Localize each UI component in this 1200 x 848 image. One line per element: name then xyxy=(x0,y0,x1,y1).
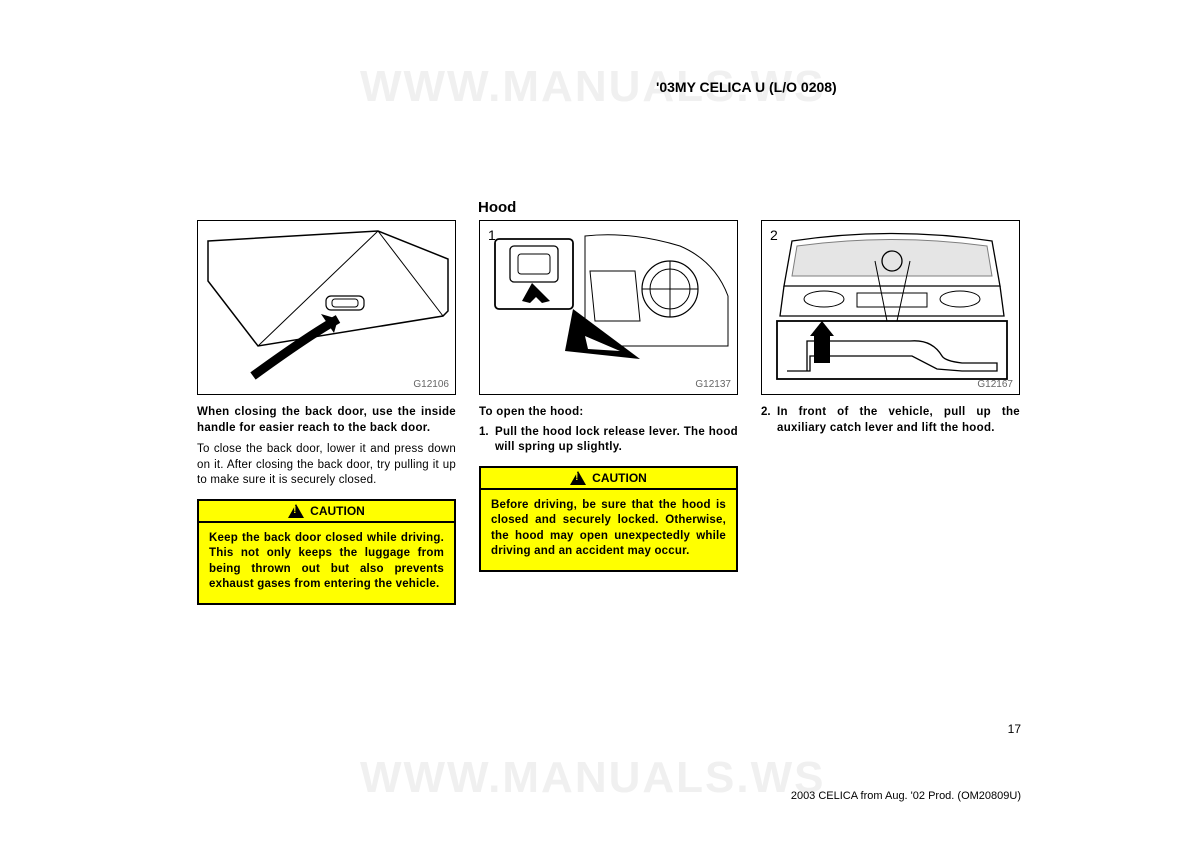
col1-bold: When closing the back door, use the insi… xyxy=(197,405,456,436)
column-2: 1 G12137 To open the hood: 1. Pull the h… xyxy=(479,220,738,605)
column-3: 2 G12167 2. In front of the vehicle, pul… xyxy=(761,220,1020,605)
hood-catch-svg xyxy=(762,221,1021,396)
caution-label-1: CAUTION xyxy=(310,504,365,518)
diagram-hood-lever: 1 G12137 xyxy=(479,220,738,395)
col3-step-num: 2. xyxy=(761,405,777,436)
diagram-hood-catch: 2 G12167 xyxy=(761,220,1020,395)
caution-text-2: Before driving, be sure that the hood is… xyxy=(481,490,736,570)
warning-triangle-icon xyxy=(570,471,586,485)
watermark-bottom: WWW.MANUALS.WS xyxy=(360,753,825,803)
col2-step-text: Pull the hood lock release lever. The ho… xyxy=(495,425,738,456)
caution-label-2: CAUTION xyxy=(592,471,647,485)
diagram-code-3: G12167 xyxy=(977,379,1013,390)
back-door-svg xyxy=(198,221,457,396)
caution-text-1: Keep the back door closed while driving.… xyxy=(199,523,454,603)
diagram-code-2: G12137 xyxy=(695,379,731,390)
diagram-back-door: G12106 xyxy=(197,220,456,395)
col3-step: 2. In front of the vehicle, pull up the … xyxy=(761,405,1020,436)
diagram-num-2: 1 xyxy=(488,227,496,243)
caution-box-1: CAUTION Keep the back door closed while … xyxy=(197,499,456,605)
col2-step: 1. Pull the hood lock release lever. The… xyxy=(479,425,738,456)
col2-bold: To open the hood: xyxy=(479,405,738,421)
footer: 2003 CELICA from Aug. '02 Prod. (OM20809… xyxy=(791,790,1021,802)
warning-triangle-icon xyxy=(288,504,304,518)
page-header: '03MY CELICA U (L/O 0208) xyxy=(656,79,837,95)
column-1: G12106 When closing the back door, use t… xyxy=(197,220,456,605)
col2-step-num: 1. xyxy=(479,425,495,456)
diagram-code-1: G12106 xyxy=(413,379,449,390)
page-number: 17 xyxy=(1008,722,1021,736)
caution-header-1: CAUTION xyxy=(199,501,454,523)
section-title: Hood xyxy=(478,199,516,216)
col3-step-text: In front of the vehicle, pull up the aux… xyxy=(777,405,1020,436)
hood-lever-svg xyxy=(480,221,739,396)
caution-header-2: CAUTION xyxy=(481,468,736,490)
caution-box-2: CAUTION Before driving, be sure that the… xyxy=(479,466,738,572)
content-columns: G12106 When closing the back door, use t… xyxy=(197,220,1021,605)
col1-body: To close the back door, lower it and pre… xyxy=(197,442,456,489)
diagram-num-3: 2 xyxy=(770,227,778,243)
